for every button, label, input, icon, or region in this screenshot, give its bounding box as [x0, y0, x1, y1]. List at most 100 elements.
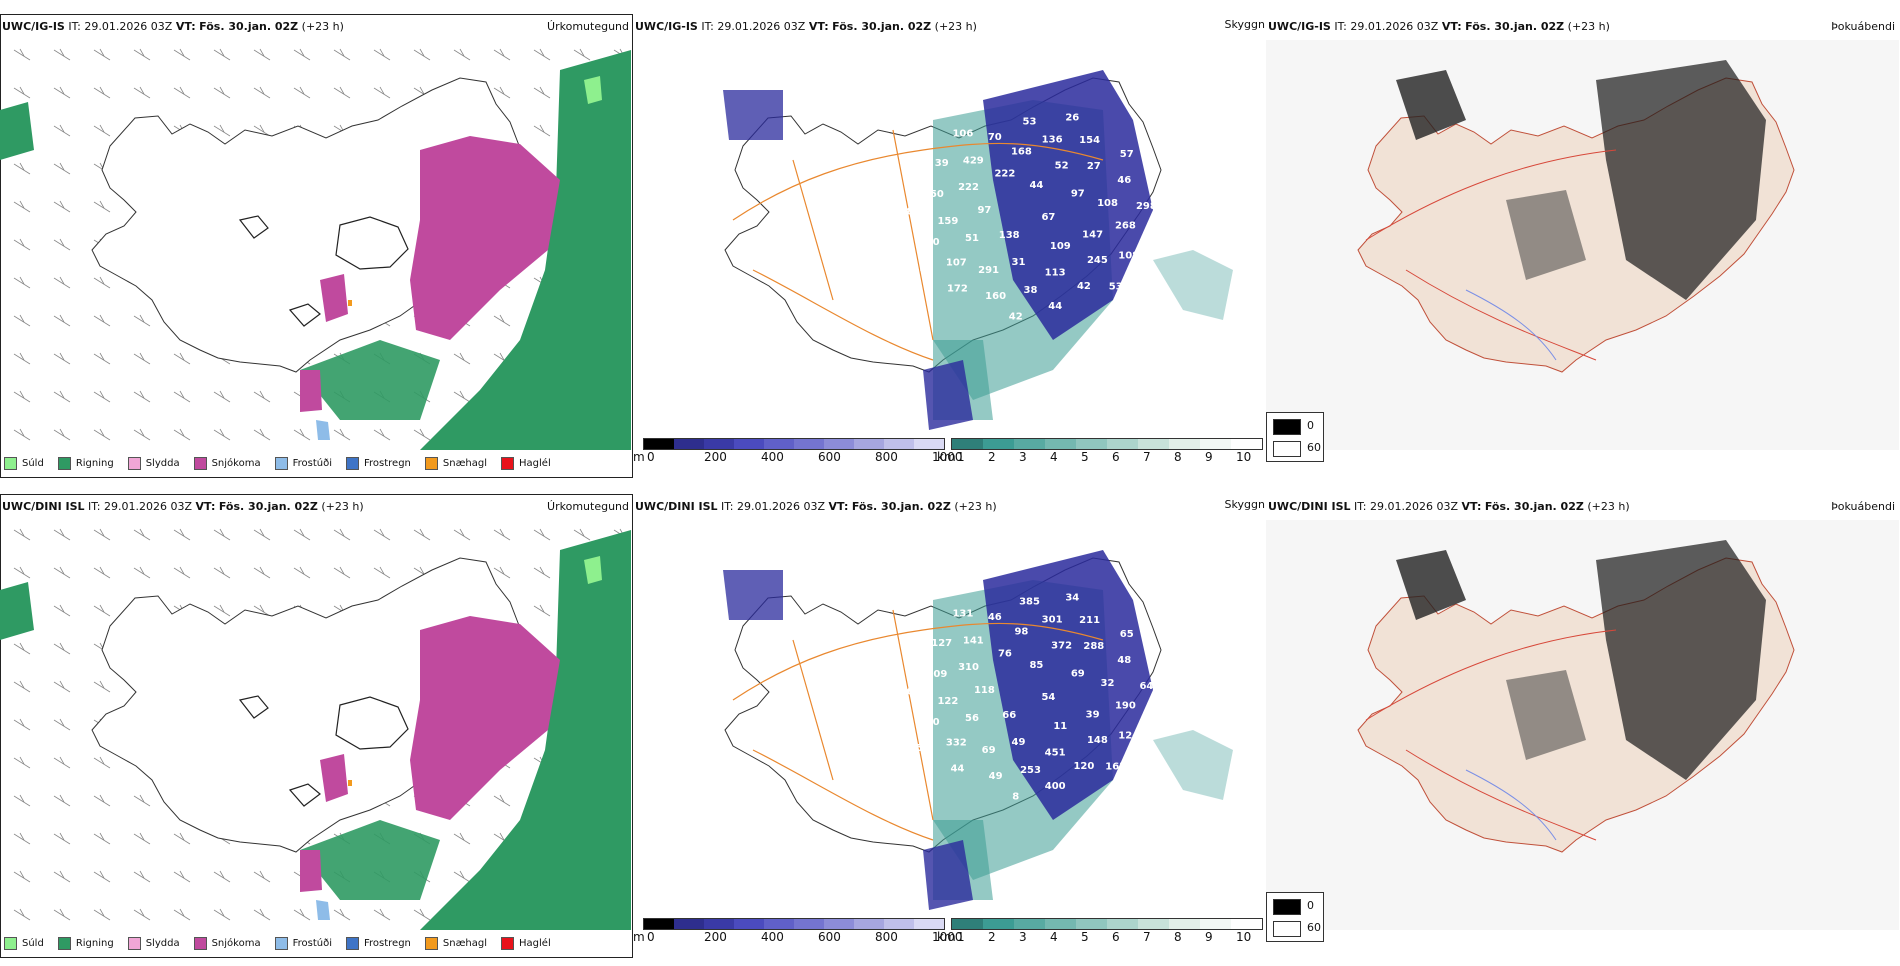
- panel-title: Þokuábendi: [1831, 500, 1895, 513]
- legend-item: Slydda: [127, 936, 180, 950]
- cloud-base-value-label: 42: [1077, 281, 1091, 292]
- cloud-base-colorbar: m 0 200 400 600 800 1000 km 1 2 3 4 5 6 7 8 9 10: [633, 918, 1266, 948]
- legend-swatch: [274, 456, 288, 470]
- cloud-base-value-label: 48: [1117, 655, 1131, 666]
- meter-tick-label: 800: [875, 450, 898, 464]
- legend-item: Frostregn: [346, 936, 411, 950]
- cloud-base-value-label: 340: [919, 237, 940, 248]
- cloud-base-value-label: 8: [1012, 791, 1019, 802]
- panel-header: UWC/DINI ISL IT: 29.01.2026 03Z VT: Fös.…: [1268, 500, 1630, 513]
- km-tick-label: 10: [1236, 450, 1252, 464]
- legend-label: Frostúði: [292, 457, 332, 469]
- cloud-base-value-label: 268: [1115, 221, 1136, 232]
- cloud-base-value-label: 97: [977, 205, 991, 216]
- meter-unit-label: m: [633, 450, 645, 464]
- legend-label: Snæhagl: [442, 457, 488, 469]
- km-tick-label: 6: [1112, 930, 1120, 944]
- km-tick-label: 2: [988, 930, 996, 944]
- cloud-base-value-label: 49: [989, 771, 1003, 782]
- meter-tick-label: 600: [818, 930, 841, 944]
- cloud-base-value-label: 44: [1029, 180, 1043, 191]
- cloud-base-value-label: 163: [1105, 761, 1126, 772]
- cloud-base-value-label: 108: [1097, 198, 1118, 209]
- legend-swatch: [193, 936, 207, 950]
- cloud-base-value-label: 211: [1079, 615, 1100, 626]
- cloud-base-value-label: 27: [1087, 161, 1101, 172]
- legend-item: Frostúði: [274, 456, 332, 470]
- fog-legend: 0 60: [1266, 892, 1324, 942]
- cloud-base-value-label: 136: [1042, 135, 1063, 146]
- cloud-base-colorbar: m 0 200 400 600 800 1000 km 1 2 3 4 5 6 7 8 9 10: [633, 438, 1266, 468]
- legend-item: Frostregn: [346, 456, 411, 470]
- fog-indicator-panel-bottom: UWC/DINI ISL IT: 29.01.2026 03Z VT: Fös.…: [1266, 494, 1899, 966]
- km-tick-label: 4: [1050, 450, 1058, 464]
- cloud-base-value-label: 131: [952, 608, 973, 619]
- meter-tick-label: 400: [761, 450, 784, 464]
- cloud-base-value-label: 109: [926, 669, 947, 680]
- cloud-base-value-label: 332: [946, 738, 967, 749]
- panel-header: UWC/DINI ISL IT: 29.01.2026 03Z VT: Fös.…: [2, 500, 364, 513]
- cloud-base-value-label: 53: [1109, 281, 1123, 292]
- legend-swatch: [57, 456, 71, 470]
- km-tick-label: 8: [1174, 450, 1182, 464]
- legend-swatch: [193, 456, 207, 470]
- panel-header: UWC/IG-IS IT: 29.01.2026 03Z VT: Fös. 30…: [1268, 20, 1610, 33]
- legend-item: Rigning: [57, 456, 114, 470]
- precip-type-panel-top: UWC/IG-IS IT: 29.01.2026 03Z VT: Fös. 30…: [0, 14, 633, 486]
- legend-item: Snjókoma: [193, 456, 261, 470]
- legend-item: Haglél: [501, 936, 551, 950]
- cloud-base-value-label: 39: [1086, 709, 1100, 720]
- cloud-base-value-label: 106: [952, 128, 973, 139]
- legend-label: Snæhagl: [442, 937, 488, 949]
- km-tick-label: 2: [988, 450, 996, 464]
- cloud-base-value-label: 57: [1120, 149, 1134, 160]
- legend-swatch: [346, 456, 359, 470]
- precip-legend: Súld Rigning Slydda Snjókoma Frostúði Frostre…: [4, 454, 559, 472]
- legend-swatch: [4, 936, 17, 950]
- cloud-base-value-label: 138: [999, 230, 1020, 241]
- cloud-base-value-label: 11: [1053, 721, 1067, 732]
- legend-item: Súld: [4, 456, 44, 470]
- meter-tick-label: 200: [704, 930, 727, 944]
- cloud-base-map: 67 138 44 109 97 97 31 222 147 51 52 113 222 108 291 16…: [723, 70, 1233, 430]
- cloud-base-value-label: 118: [974, 685, 995, 696]
- cloud-base-value-label: 113: [1045, 268, 1066, 279]
- legend-swatch: [4, 456, 17, 470]
- cloud-base-value-label: 168: [1011, 146, 1032, 157]
- cloud-base-value-label: 291: [978, 265, 999, 276]
- legend-item: Snæhagl: [424, 456, 488, 470]
- legend-label: Frostregn: [364, 457, 411, 469]
- legend-swatch: [424, 936, 438, 950]
- precip-legend: Súld Rigning Slydda Snjókoma Frostúði Frostre…: [4, 934, 559, 952]
- meter-scale-bar: [643, 918, 945, 930]
- cloud-base-value-label: 288: [1083, 641, 1104, 652]
- cloud-base-value-label: 190: [1115, 701, 1136, 712]
- cloud-base-value-label: 81: [1148, 715, 1162, 726]
- cloud-base-value-label: 69: [1071, 668, 1085, 679]
- cloud-base-value-label: 49: [1012, 737, 1026, 748]
- cloud-base-value-label: 65: [1120, 629, 1134, 640]
- km-tick-label: 10: [1236, 930, 1252, 944]
- legend-label: Snjókoma: [211, 457, 261, 469]
- cloud-base-value-label: 127: [931, 638, 952, 649]
- panel-title: Skyggni: [1224, 18, 1268, 31]
- panel-header: UWC/IG-IS IT: 29.01.2026 03Z VT: Fös. 30…: [635, 20, 977, 33]
- cloud-base-value-label: 172: [947, 284, 968, 295]
- legend-label: Súld: [22, 937, 44, 949]
- cloud-base-value-label: 134: [913, 263, 934, 274]
- cloud-base-value-label: 141: [963, 636, 984, 647]
- cloud-base-value-label: 46: [1117, 175, 1131, 186]
- panel-header: UWC/DINI ISL IT: 29.01.2026 03Z VT: Fös.…: [635, 500, 997, 513]
- precip-map: [0, 48, 631, 450]
- meter-tick-label: 1000: [932, 930, 963, 944]
- meter-tick-label: 1000: [932, 450, 963, 464]
- meter-tick-label: 800: [875, 930, 898, 944]
- cloud-base-value-label: 124: [1118, 730, 1139, 741]
- cloud-base-value-label: 372: [1051, 641, 1072, 652]
- legend-item: Snæhagl: [424, 936, 488, 950]
- km-tick-label: 8: [1174, 930, 1182, 944]
- cloud-base-value-label: 31: [1012, 257, 1026, 268]
- precip-type-panel-bottom: UWC/DINI ISL IT: 29.01.2026 03Z VT: Fös.…: [0, 494, 633, 966]
- cloud-base-value-label: 56: [965, 713, 979, 724]
- meter-tick-label: 600: [818, 450, 841, 464]
